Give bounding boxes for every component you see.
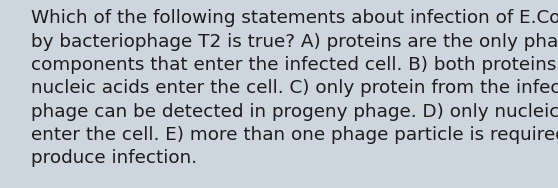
Text: Which of the following statements about infection of E.Coli cells
by bacteriopha: Which of the following statements about …: [31, 9, 558, 167]
